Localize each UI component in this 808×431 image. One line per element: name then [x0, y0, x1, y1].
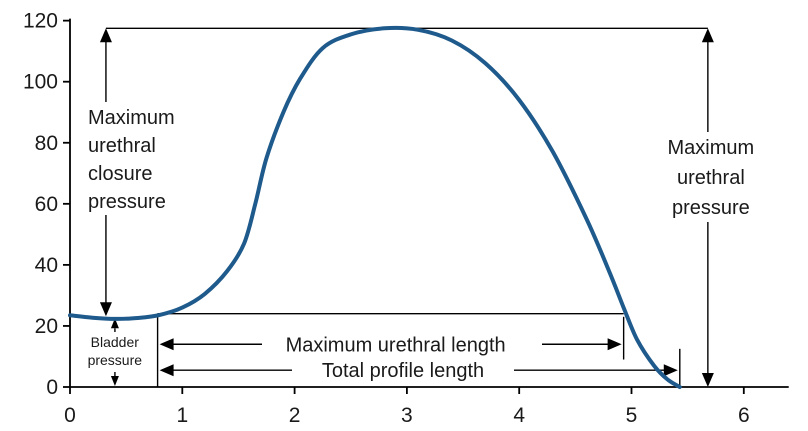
axes [63, 18, 789, 394]
x-tick-label: 3 [401, 404, 413, 427]
x-tick-label: 1 [176, 404, 188, 427]
closure-label-line: pressure [88, 191, 166, 213]
x-tick-label: 6 [738, 404, 750, 427]
closure-label-backdrop [84, 102, 202, 215]
total-length-label-backdrop [292, 356, 514, 385]
max-length-label: Maximum urethral length [286, 334, 506, 356]
bladder-label-backdrop [74, 332, 150, 372]
y-tick-label: 20 [35, 315, 58, 338]
bladder-arrowhead-bottom [110, 376, 119, 386]
bladder-arrowhead-top [110, 318, 119, 329]
max-pressure-arrowhead-top [701, 28, 714, 43]
total-length-arrowhead-left [159, 364, 174, 377]
series-line-pressure-curve [68, 25, 682, 389]
closure-label-line: Maximum [88, 107, 175, 129]
max-length-label-backdrop [262, 330, 542, 359]
bladder-label-line: Bladder [91, 334, 140, 350]
closure-label-line: urethral [88, 135, 156, 157]
x-tick-label: 2 [289, 404, 301, 427]
x-tick-label: 4 [513, 404, 525, 427]
max-length-arrowhead-left [159, 338, 174, 351]
x-tick-label: 0 [64, 404, 76, 427]
tick-labels: 0 20 40 60 80 100 120 0 1 2 3 4 5 6 [23, 10, 750, 427]
max-pressure-label-line: Maximum [668, 137, 755, 159]
y-tick-label: 40 [35, 254, 58, 277]
closure-label-line: closure [88, 163, 152, 185]
closure-pressure-arrowhead-bottom [99, 302, 112, 317]
max-pressure-label-line: pressure [672, 197, 750, 219]
bladder-label-line: pressure [88, 352, 143, 368]
y-tick-label: 100 [23, 71, 58, 94]
max-pressure-arrowhead-bottom [701, 373, 714, 387]
annotations: Maximum urethral closure pressure Maximum ure… [74, 27, 768, 387]
closure-pressure-arrowhead-top [99, 28, 112, 43]
y-tick-label: 0 [46, 376, 58, 399]
max-length-arrowhead-right [607, 338, 622, 351]
max-pressure-label-line: urethral [677, 167, 745, 189]
y-tick-label: 80 [35, 132, 58, 155]
max-pressure-label-backdrop [652, 132, 768, 222]
total-length-arrowhead-right [663, 364, 678, 377]
y-tick-label: 60 [35, 193, 58, 216]
x-tick-label: 5 [626, 404, 638, 427]
total-length-label: Total profile length [322, 360, 484, 382]
y-tick-label: 120 [23, 10, 58, 33]
